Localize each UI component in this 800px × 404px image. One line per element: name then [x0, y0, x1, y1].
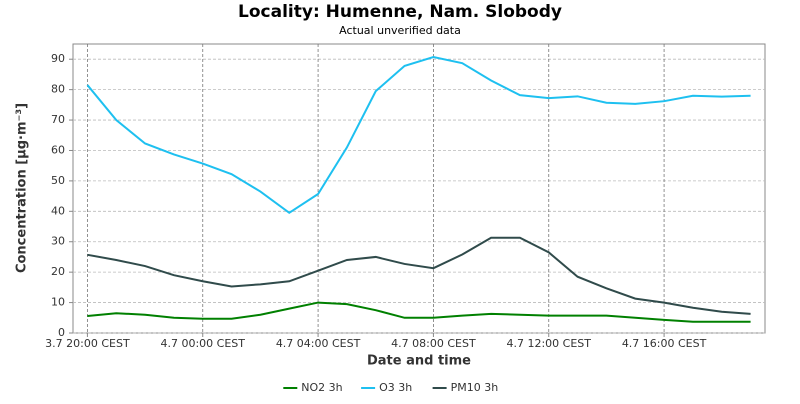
y-tick-label: 10: [51, 296, 65, 309]
legend-label: PM10 3h: [451, 381, 499, 394]
legend-label: O3 3h: [379, 381, 412, 394]
y-tick-label: 60: [51, 143, 65, 156]
x-tick-label: 4.7 08:00 CEST: [391, 337, 476, 350]
chart-title: Locality: Humenne, Nam. Slobody: [238, 2, 562, 22]
plot-area: [72, 43, 766, 334]
legend-label: NO2 3h: [301, 381, 342, 394]
y-tick-label: 0: [58, 326, 65, 339]
data-line: [87, 301, 751, 323]
y-tick-label: 80: [51, 83, 65, 96]
x-tick-label: 3.7 20:00 CEST: [45, 337, 130, 350]
y-tick-label: 90: [51, 52, 65, 65]
y-tick-label: 40: [51, 204, 65, 217]
y-axis-label: Concentration [µg·m⁻³]: [15, 103, 30, 273]
y-tick-label: 50: [51, 174, 65, 187]
data-line: [86, 56, 751, 215]
x-tick-label: 4.7 16:00 CEST: [622, 337, 707, 350]
x-tick-label: 4.7 00:00 CEST: [160, 337, 245, 350]
y-tick-label: 20: [51, 265, 65, 278]
data-line: [87, 236, 751, 315]
x-tick-label: 4.7 04:00 CEST: [276, 337, 361, 350]
x-tick-label: 4.7 12:00 CEST: [506, 337, 591, 350]
y-tick-label: 70: [51, 113, 65, 126]
x-axis-label: Date and time: [367, 354, 471, 369]
y-tick-label: 30: [51, 235, 65, 248]
chart-subtitle: Actual unverified data: [339, 24, 461, 37]
